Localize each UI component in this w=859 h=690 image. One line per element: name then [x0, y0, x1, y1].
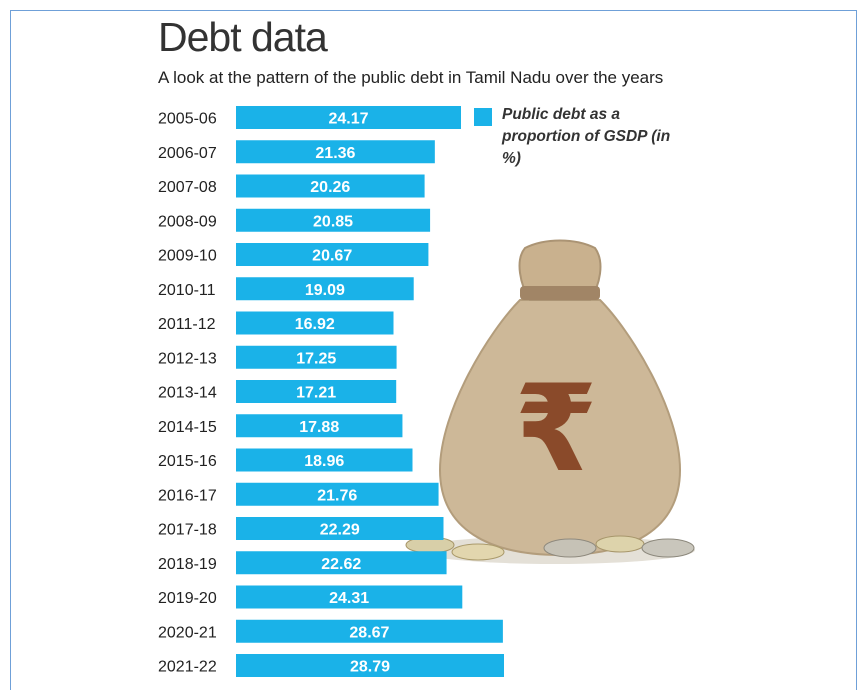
bar-value-label: 20.67 — [312, 248, 352, 265]
bar-value-label: 17.21 — [296, 385, 336, 402]
category-label: 2007-08 — [158, 179, 217, 196]
svg-text:₹: ₹ — [514, 360, 598, 499]
category-label: 2005-06 — [158, 111, 217, 128]
category-label: 2015-16 — [158, 453, 217, 470]
bar-value-label: 21.36 — [315, 145, 355, 162]
bar — [236, 174, 425, 198]
category-label: 2011-12 — [158, 316, 216, 333]
bar — [236, 482, 439, 506]
category-label: 2006-07 — [158, 145, 217, 162]
bar-value-label: 24.17 — [328, 111, 368, 128]
chart-frame — [10, 10, 857, 690]
chart-subtitle: A look at the pattern of the public debt… — [158, 68, 664, 87]
category-label: 2017-18 — [158, 522, 217, 539]
bar-value-label: 24.31 — [329, 590, 369, 607]
bar-value-label: 16.92 — [295, 316, 335, 333]
bar-value-label: 18.96 — [304, 453, 344, 470]
bar-value-label: 22.29 — [320, 522, 360, 539]
category-label: 2014-15 — [158, 419, 217, 436]
bar-value-label: 28.79 — [350, 659, 390, 676]
bar — [236, 106, 461, 129]
bar — [236, 551, 447, 575]
bar-value-label: 21.76 — [317, 487, 357, 504]
money-bag-icon: ₹ — [405, 239, 695, 564]
legend-swatch — [474, 108, 492, 126]
bar — [236, 243, 429, 266]
bars-group: 2005-06 24.17 2006-07 21.36 2007-08 20.26 2008… — [158, 106, 504, 677]
bar-value-label: 20.26 — [310, 179, 350, 196]
chart-title: Debt data — [158, 14, 328, 60]
bar-value-label: 17.88 — [299, 419, 339, 436]
category-label: 2021-22 — [158, 659, 217, 676]
category-label: 2019-20 — [158, 590, 217, 607]
bar — [236, 619, 503, 643]
category-label: 2009-10 — [158, 248, 217, 265]
bar — [236, 277, 414, 301]
category-label: 2018-19 — [158, 556, 217, 573]
bar — [236, 517, 444, 540]
bar-value-label: 22.62 — [321, 556, 361, 573]
bar-value-label: 19.09 — [305, 282, 345, 299]
category-label: 2012-13 — [158, 350, 217, 367]
bar — [236, 585, 463, 609]
category-label: 2008-09 — [158, 213, 217, 230]
bar — [236, 414, 403, 438]
bar — [236, 345, 397, 369]
bar — [236, 140, 435, 164]
category-label: 2016-17 — [158, 487, 217, 504]
bar-value-label: 20.85 — [313, 213, 353, 230]
bar — [236, 654, 504, 677]
bar — [236, 311, 394, 335]
category-label: 2013-14 — [158, 385, 217, 402]
legend-label: Public debt as a proportion of GSDP (in … — [502, 106, 671, 167]
bar — [236, 208, 431, 232]
bar-value-label: 28.67 — [349, 624, 389, 641]
category-label: 2020-21 — [158, 624, 217, 641]
bar — [236, 380, 397, 403]
bar — [236, 448, 413, 472]
bar-value-label: 17.25 — [296, 350, 336, 367]
category-label: 2010-11 — [158, 282, 216, 299]
